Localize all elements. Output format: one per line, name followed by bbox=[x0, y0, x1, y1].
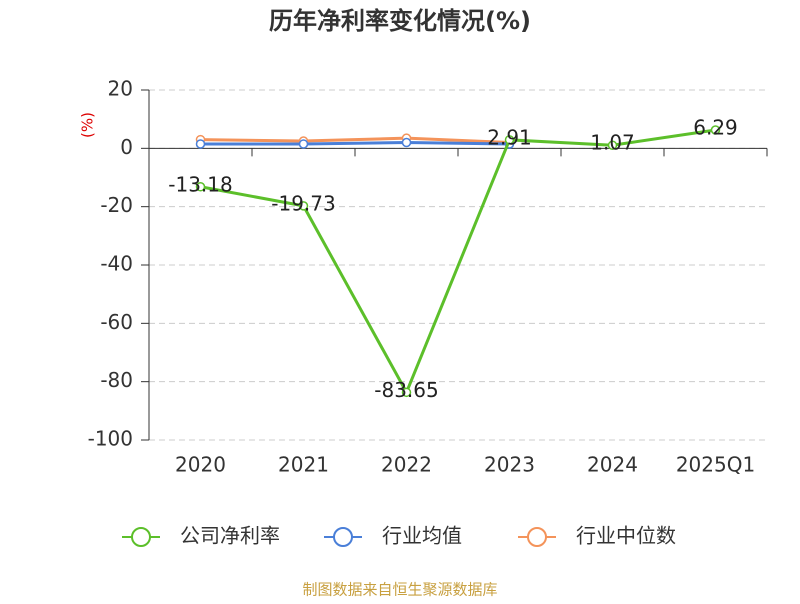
y-tick-label: -80 bbox=[100, 368, 133, 392]
point bbox=[195, 182, 206, 192]
point bbox=[298, 201, 309, 211]
point bbox=[607, 140, 618, 150]
y-tick-label: 20 bbox=[108, 77, 133, 101]
x-tick-label: 2024 bbox=[587, 453, 638, 477]
y-tick-label: 0 bbox=[120, 135, 133, 159]
point bbox=[401, 387, 412, 398]
legend-marker bbox=[131, 527, 151, 547]
point bbox=[298, 139, 309, 149]
legend-label: 行业均值 bbox=[382, 524, 462, 548]
point bbox=[195, 139, 206, 149]
data-label: -13.18 bbox=[168, 172, 232, 196]
data-label: 2.91 bbox=[487, 125, 532, 149]
footer: 制图数据来自恒生聚源数据库 bbox=[302, 581, 497, 599]
point bbox=[401, 137, 412, 148]
y-tick-label: -20 bbox=[100, 193, 133, 217]
legend-label: 行业中位数 bbox=[576, 524, 676, 548]
x-tick-label: 2022 bbox=[381, 453, 432, 477]
x-tick-label: 2025Q1 bbox=[676, 453, 755, 477]
y-tick-label: -60 bbox=[100, 310, 133, 334]
x-tick-label: 2023 bbox=[484, 453, 535, 477]
series-line bbox=[200, 128, 716, 396]
point bbox=[710, 125, 721, 135]
point bbox=[504, 135, 515, 145]
x-tick-label: 2020 bbox=[175, 453, 226, 477]
chart-title: 历年净利率变化情况(%) bbox=[269, 7, 531, 35]
x-tick-label: 2021 bbox=[278, 453, 329, 477]
data-label: -19.73 bbox=[271, 191, 335, 215]
data-label: -83.65 bbox=[374, 378, 438, 402]
y-axis-label: (%) bbox=[79, 112, 97, 138]
series-line bbox=[200, 140, 510, 146]
y-tick-label: -40 bbox=[100, 252, 133, 276]
legend-marker bbox=[333, 527, 353, 547]
data-label: 1.07 bbox=[590, 131, 635, 155]
y-tick-label: -100 bbox=[88, 427, 133, 451]
data-label: 6.29 bbox=[693, 115, 738, 139]
series-line bbox=[200, 136, 510, 144]
legend-label: 公司净利率 bbox=[180, 524, 280, 548]
legend-marker bbox=[527, 527, 547, 547]
